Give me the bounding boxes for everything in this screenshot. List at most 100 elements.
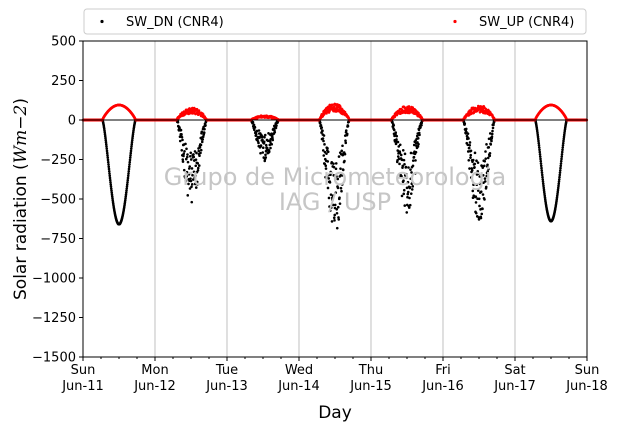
- sw-dn-point: [105, 151, 109, 155]
- sw-dn-point: [558, 175, 561, 179]
- sw-dn-point: [405, 176, 408, 180]
- sw-dn-point: [467, 159, 471, 162]
- sw-dn-point: [128, 156, 132, 159]
- sw-dn-point: [400, 174, 403, 178]
- sw-up-point: [331, 103, 335, 107]
- sw-dn-point: [324, 167, 328, 170]
- sw-dn-point: [326, 186, 330, 190]
- sw-dn-point: [475, 159, 478, 162]
- sw-dn-point: [104, 138, 108, 142]
- y-axis-title-exponent: −2: [11, 105, 31, 130]
- sw-dn-point: [195, 180, 199, 184]
- sw-dn-point: [105, 147, 109, 150]
- sw-dn-point: [403, 163, 406, 166]
- sw-dn-point: [129, 147, 133, 150]
- sw-dn-point: [182, 154, 185, 158]
- sw-dn-point: [408, 203, 412, 207]
- sw-up-point: [197, 109, 201, 112]
- sw-dn-point: [481, 166, 485, 169]
- sw-dn-point: [469, 149, 473, 153]
- sw-dn-point: [559, 164, 563, 168]
- legend-frame: [83, 8, 587, 35]
- sw-dn-point: [555, 194, 559, 198]
- sw-dn-point: [187, 173, 191, 176]
- sw-dn-point: [476, 189, 480, 192]
- sw-dn-point: [474, 211, 478, 215]
- watermark-line-1: Grupo de Micrometeorologia: [164, 163, 506, 191]
- sw-dn-point: [478, 204, 481, 208]
- sw-dn-point: [183, 149, 186, 153]
- sw-dn-point: [125, 183, 129, 186]
- sw-dn-point: [322, 134, 326, 137]
- sw-dn-point: [537, 144, 541, 147]
- sw-dn-point: [255, 129, 259, 133]
- sw-dn-point: [405, 186, 409, 190]
- sw-dn-point: [187, 182, 190, 186]
- sw-dn-point: [338, 196, 341, 200]
- sw-dn-point: [185, 155, 189, 159]
- sw-dn-point: [480, 212, 484, 216]
- sw-dn-point: [417, 128, 421, 132]
- sw-dn-point: [414, 159, 417, 162]
- sw-dn-point: [192, 170, 196, 174]
- sw-dn-point: [538, 148, 541, 152]
- sw-dn-point: [271, 138, 275, 142]
- sw-dn-point: [110, 191, 114, 194]
- sw-dn-point: [418, 133, 421, 137]
- sw-dn-point: [414, 150, 418, 154]
- sw-dn-point: [403, 204, 407, 207]
- sw-dn-point: [417, 131, 421, 135]
- sw-dn-point: [103, 132, 107, 136]
- sw-dn-point: [191, 173, 194, 177]
- sw-dn-point: [536, 137, 540, 141]
- sw-dn-point: [184, 142, 187, 146]
- sw-dn-point: [124, 191, 128, 194]
- sw-dn-point: [267, 150, 271, 154]
- sw-dn-point: [180, 133, 183, 136]
- x-tick-day: Sun: [71, 363, 96, 378]
- sw-dn-point: [486, 163, 489, 167]
- sw-dn-point: [492, 123, 495, 127]
- sw-dn-point: [543, 192, 546, 196]
- sw-dn-point: [259, 144, 263, 147]
- y-tick-label: −500: [40, 193, 76, 208]
- sw-dn-point: [131, 136, 134, 140]
- sw-dn-point: [536, 133, 540, 137]
- sw-dn-point: [130, 143, 134, 146]
- sw-dn-point: [261, 151, 265, 154]
- sw-dn-point: [401, 148, 405, 152]
- sw-dn-point: [327, 177, 331, 180]
- sw-dn-point: [561, 146, 565, 149]
- sw-dn-point: [196, 166, 200, 170]
- sw-dn-point: [560, 157, 563, 161]
- sw-dn-point: [108, 178, 112, 182]
- sw-dn-point: [464, 127, 468, 131]
- sw-dn-point: [542, 184, 545, 188]
- sw-dn-point: [268, 140, 272, 143]
- sw-dn-point: [188, 154, 192, 158]
- x-tick-date: Jun-13: [205, 379, 248, 394]
- sw-dn-point: [469, 156, 472, 159]
- x-tick-day: Thu: [358, 363, 383, 378]
- sw-dn-point: [199, 148, 203, 152]
- sw-dn-point: [129, 154, 132, 157]
- sw-dn-point: [124, 193, 128, 196]
- sw-dn-point: [484, 157, 488, 160]
- sw-dn-point: [131, 134, 135, 138]
- sw-dn-point: [557, 184, 560, 188]
- sw-dn-point: [126, 178, 130, 182]
- sw-dn-point: [410, 188, 414, 191]
- sw-dn-point: [271, 136, 274, 140]
- sw-dn-point: [402, 158, 406, 162]
- sw-dn-point: [336, 205, 340, 209]
- sw-dn-point: [103, 134, 107, 138]
- sw-dn-point: [328, 181, 332, 184]
- sw-dn-point: [270, 143, 274, 146]
- sw-dn-point: [335, 211, 339, 215]
- sw-dn-point: [560, 150, 564, 154]
- sw-dn-point: [269, 146, 272, 150]
- sw-dn-point: [128, 163, 131, 166]
- sw-dn-point: [419, 126, 422, 129]
- sw-dn-point: [110, 189, 113, 192]
- sw-dn-point: [466, 150, 470, 153]
